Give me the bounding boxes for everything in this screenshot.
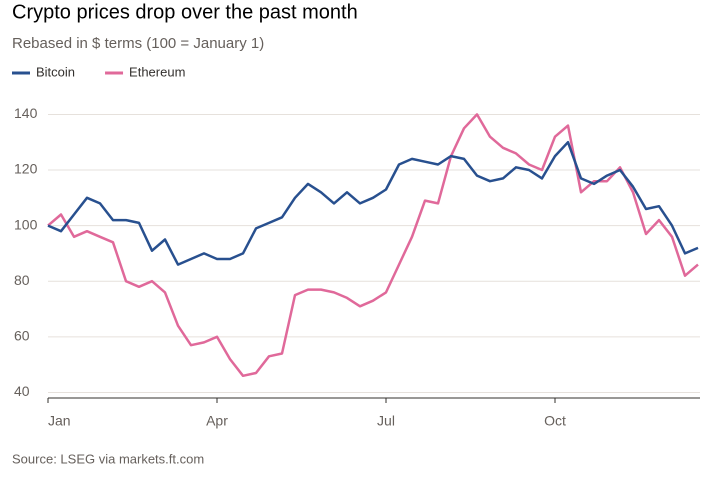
legend-label: Bitcoin: [36, 64, 75, 79]
legend-label: Ethereum: [129, 64, 185, 79]
y-tick-label: 80: [14, 272, 30, 288]
y-tick-label: 40: [14, 383, 30, 399]
y-tick-label: 60: [14, 328, 30, 344]
y-tick-label: 140: [14, 105, 38, 121]
chart-title: Crypto prices drop over the past month: [12, 1, 358, 23]
chart-subtitle: Rebased in $ terms (100 = January 1): [12, 35, 264, 52]
series-line: [47, 140, 699, 266]
x-tick-label: Oct: [544, 413, 566, 429]
y-tick-label: 100: [14, 216, 38, 232]
source-note: Source: LSEG via markets.ft.com: [12, 451, 204, 466]
x-tick-label: Jan: [48, 413, 71, 429]
y-tick-label: 120: [14, 161, 38, 177]
x-tick-label: Jul: [377, 413, 395, 429]
series-line: [47, 113, 699, 378]
x-tick-label: Apr: [206, 413, 228, 429]
